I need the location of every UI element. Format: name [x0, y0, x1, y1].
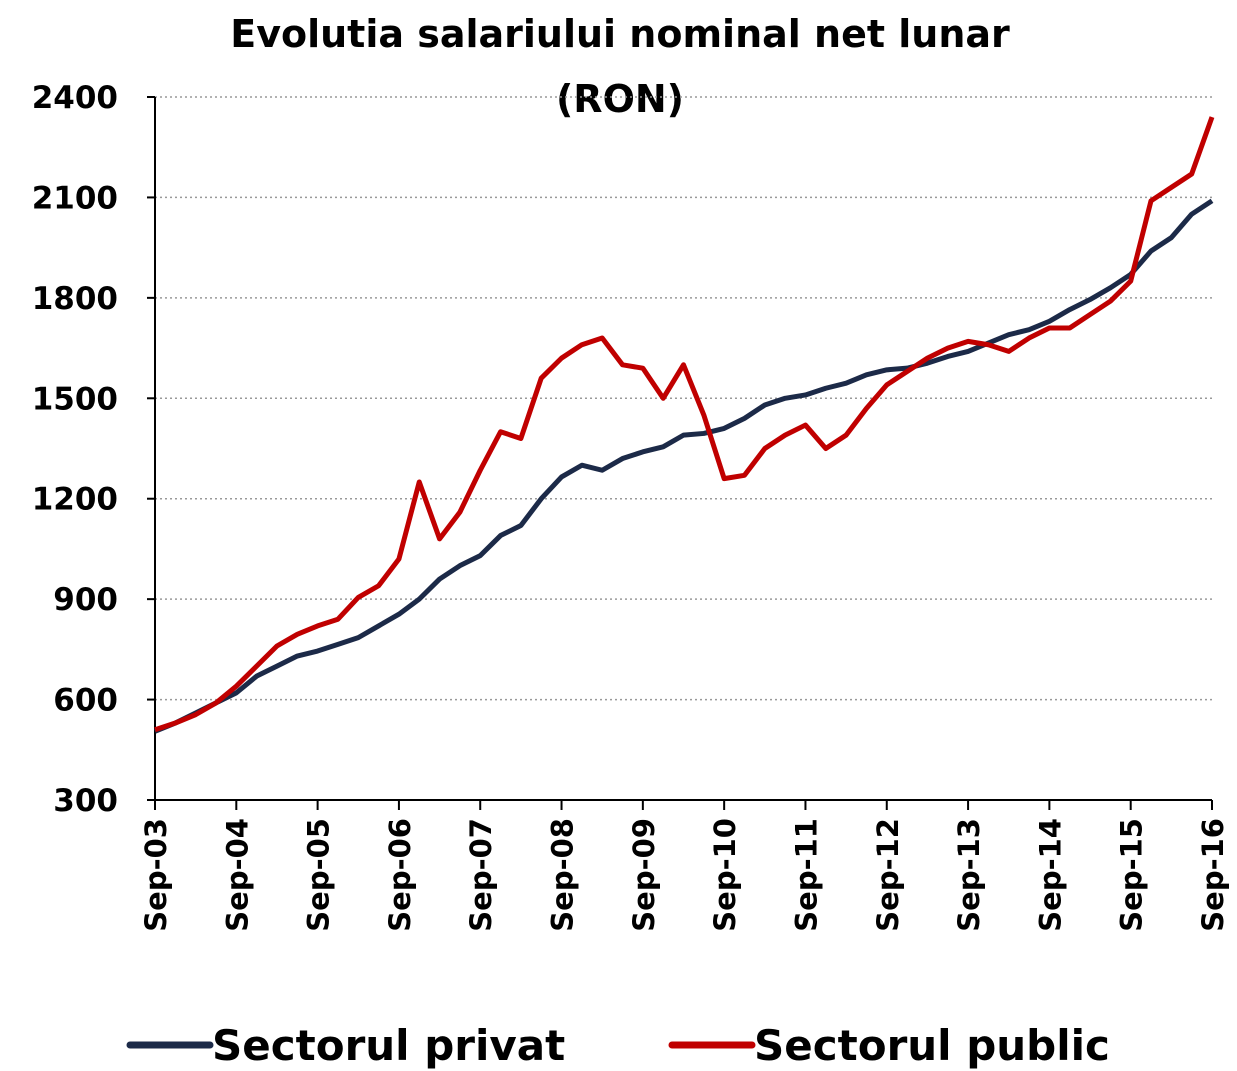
y-tick-label: 1800 — [32, 281, 118, 317]
y-tick-label: 300 — [53, 783, 118, 819]
x-tick-label: Sep-08 — [546, 818, 580, 932]
y-tick-label: 900 — [53, 582, 118, 618]
y-tick-label: 600 — [53, 683, 118, 719]
y-tick-label: 1500 — [32, 381, 118, 417]
chart-title: Evolutia salariului nominal net lunar — [230, 12, 1010, 56]
x-tick-label: Sep-05 — [302, 818, 336, 932]
chart-title: (RON) — [556, 77, 684, 121]
y-tick-label: 2100 — [32, 180, 118, 216]
x-tick-label: Sep-14 — [1033, 818, 1067, 932]
x-tick-label: Sep-06 — [383, 818, 417, 932]
x-tick-label: Sep-09 — [627, 818, 661, 932]
x-tick-label: Sep-03 — [139, 818, 173, 932]
series-line — [154, 198, 1214, 734]
legend-label: Sectorul privat — [212, 1021, 565, 1070]
x-tick-label: Sep-13 — [952, 818, 986, 932]
y-tick-label: 2400 — [32, 80, 118, 116]
x-tick-label: Sep-10 — [708, 818, 742, 932]
y-tick-label: 1200 — [32, 482, 118, 518]
x-tick-label: Sep-04 — [220, 818, 254, 932]
x-tick-label: Sep-16 — [1196, 818, 1230, 932]
series-line — [154, 116, 1215, 733]
x-tick-label: Sep-15 — [1115, 818, 1149, 932]
legend-label: Sectorul public — [754, 1021, 1110, 1070]
x-tick-label: Sep-12 — [871, 818, 905, 932]
x-tick-label: Sep-07 — [464, 818, 498, 932]
x-tick-label: Sep-11 — [789, 818, 823, 932]
